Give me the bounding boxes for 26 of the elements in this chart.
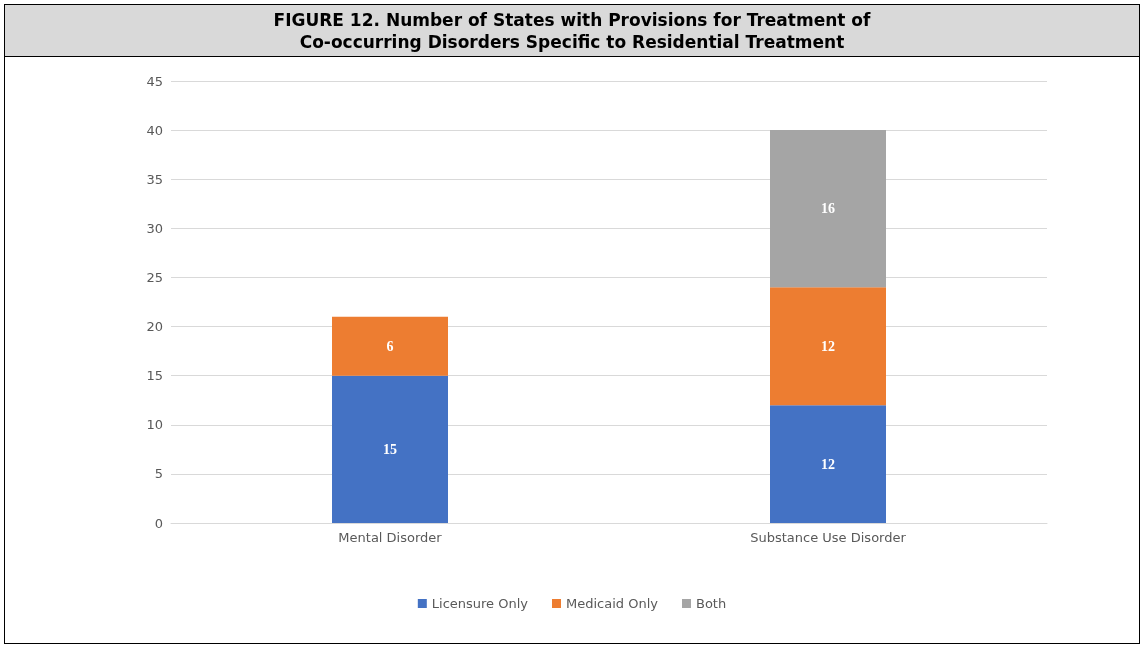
y-tick-label: 40	[146, 122, 163, 138]
y-tick-label: 0	[154, 515, 163, 531]
legend-label: Both	[695, 596, 727, 611]
y-tick-label: 20	[146, 319, 163, 335]
data-label: 15	[383, 441, 397, 457]
y-tick-label: 5	[154, 466, 163, 482]
data-label: 12	[821, 338, 835, 354]
chart-title: FIGURE 12. Number of States with Provisions for Treatment of Co-occurring Disorders Specific to Residential Treatment	[5, 5, 1139, 57]
y-tick-label: 35	[146, 171, 163, 187]
y-tick-label: 30	[146, 220, 163, 236]
legend-label: Medicaid Only	[566, 596, 659, 611]
bar	[770, 130, 886, 288]
y-tick-label: 25	[146, 269, 163, 285]
x-tick-label: Mental Disorder	[338, 530, 443, 545]
data-label: 12	[821, 456, 835, 472]
x-tick-label: Substance Use Disorder	[750, 530, 907, 545]
legend-label: Licensure Only	[431, 596, 529, 611]
bar	[770, 405, 886, 523]
data-label: 6	[386, 338, 394, 354]
bar	[770, 287, 886, 406]
data-label: 16	[821, 201, 835, 217]
bar	[332, 316, 448, 376]
bar	[332, 375, 448, 523]
y-tick-label: 45	[146, 73, 163, 89]
y-tick-label: 15	[146, 368, 163, 384]
y-tick-label: 10	[146, 417, 163, 433]
